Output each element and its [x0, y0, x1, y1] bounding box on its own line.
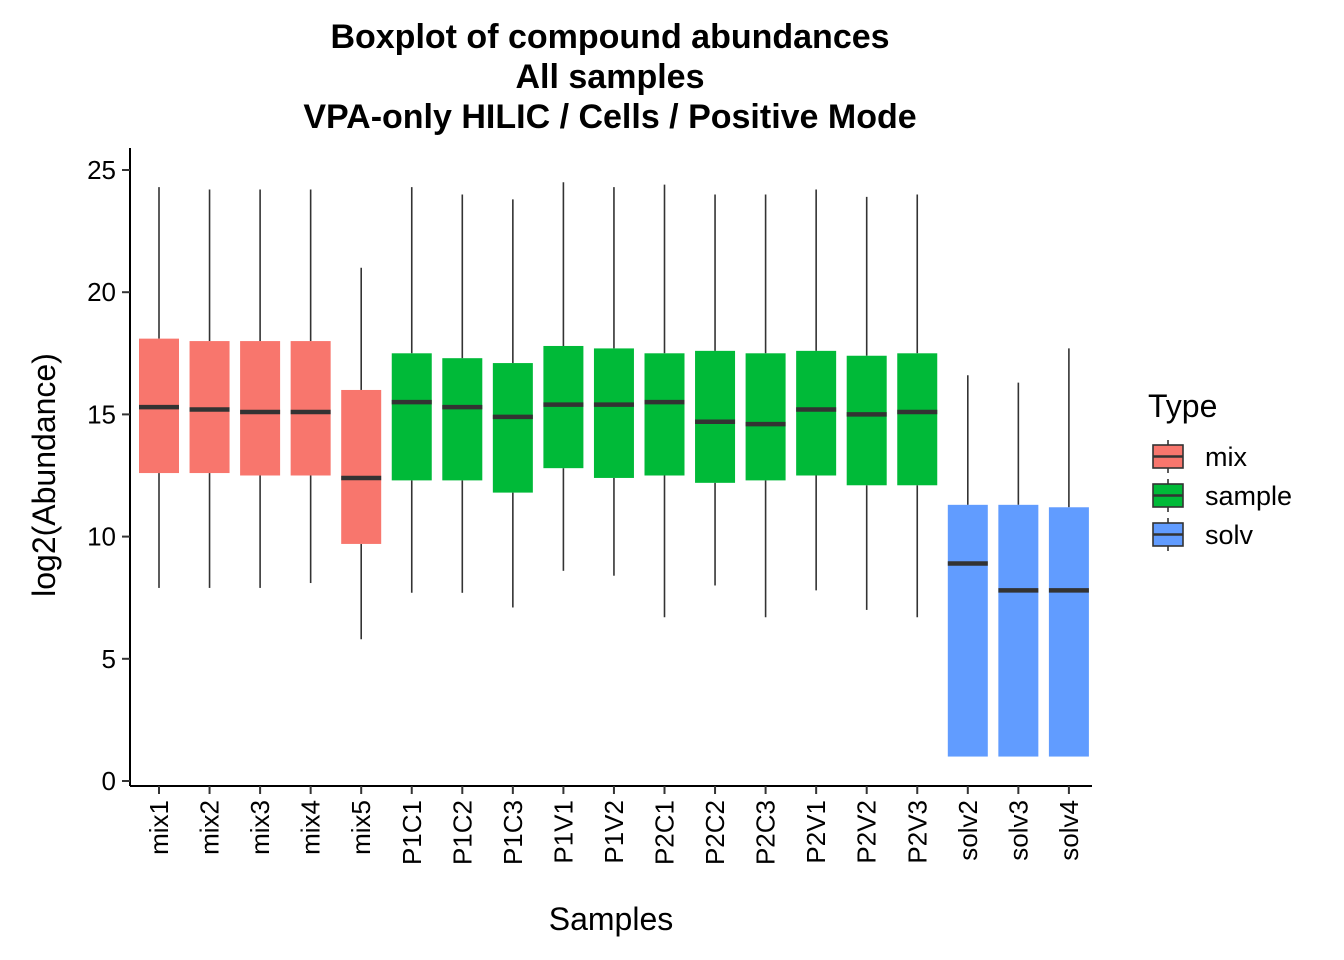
y-tick-label: 10 — [87, 522, 116, 552]
title-line-1: Boxplot of compound abundances — [330, 18, 889, 56]
box-P1C1 — [391, 187, 432, 593]
box-body — [745, 353, 786, 481]
box-body — [644, 353, 685, 476]
legend: Type mix sample solv — [1148, 388, 1292, 551]
box-P2C2 — [695, 194, 736, 586]
box-P2C1 — [644, 184, 685, 618]
legend-title: Type — [1148, 388, 1217, 424]
y-axis-title: log2(Abundance) — [26, 353, 62, 597]
x-tick-label: P2V3 — [902, 800, 932, 864]
box-body — [1048, 507, 1089, 757]
box-body — [695, 350, 736, 483]
box-body — [442, 358, 483, 481]
box-body — [290, 341, 331, 476]
y-tick-label: 20 — [87, 277, 116, 307]
x-tick-label: solv2 — [953, 800, 983, 861]
box-body — [189, 341, 230, 474]
x-tick-label: P2C3 — [751, 800, 781, 865]
x-tick-label: P2V1 — [801, 800, 831, 864]
y-tick-label: 15 — [87, 399, 116, 429]
legend-label: solv — [1205, 520, 1254, 550]
title-line-3: VPA-only HILIC / Cells / Positive Mode — [303, 98, 916, 136]
x-tick-label: P1C3 — [498, 800, 528, 865]
x-tick-label: P2C2 — [700, 800, 730, 865]
x-tick-label: P1C2 — [447, 800, 477, 865]
x-tick-label: mix4 — [296, 800, 326, 855]
box-solv2 — [947, 375, 988, 757]
box-mix4 — [290, 189, 331, 584]
legend-item-mix: mix — [1152, 440, 1247, 473]
box-solv3 — [998, 382, 1039, 757]
x-tick-label: mix2 — [195, 800, 225, 855]
legend-label: mix — [1205, 442, 1247, 472]
box-solv4 — [1048, 348, 1089, 757]
x-tick-label: mix1 — [144, 800, 174, 855]
box-body — [796, 350, 837, 476]
box-body — [543, 345, 584, 469]
y-tick-label: 5 — [102, 644, 116, 674]
box-P2V2 — [846, 196, 887, 610]
chart-title: Boxplot of compound abundances All sampl… — [303, 18, 916, 136]
legend-item-solv: solv — [1152, 518, 1254, 551]
box-P2V1 — [796, 189, 837, 591]
box-P1V1 — [543, 182, 584, 571]
box-P1V2 — [593, 187, 634, 576]
x-tick-label: P2C1 — [650, 800, 680, 865]
x-tick-label: solv3 — [1003, 800, 1033, 861]
box-body — [240, 341, 281, 476]
box-mix5 — [341, 267, 382, 640]
box-body — [846, 355, 887, 486]
x-tick-label: P1V1 — [548, 800, 578, 864]
x-tick-label: P1C1 — [397, 800, 427, 865]
box-body — [492, 363, 533, 493]
box-P1C3 — [492, 199, 533, 608]
legend-item-sample: sample — [1152, 479, 1292, 512]
box-body — [998, 504, 1039, 757]
box-P1C2 — [442, 194, 483, 593]
box-P2V3 — [897, 194, 938, 618]
axes-layer: 0 5 10 15 20 25 mix1 mix2 mix3 mix4 mix5 P1C1 P1C2 P1… — [87, 148, 1092, 865]
legend-label: sample — [1205, 481, 1292, 511]
box-body — [897, 353, 938, 486]
box-body — [391, 353, 432, 481]
x-tick-label: P1V2 — [599, 800, 629, 864]
y-tick-label: 0 — [102, 766, 116, 796]
boxes-layer — [139, 182, 1089, 757]
y-tick-label: 25 — [87, 155, 116, 185]
x-tick-label: mix5 — [346, 800, 376, 855]
title-line-2: All samples — [516, 58, 705, 96]
box-body — [593, 348, 634, 478]
box-P2C3 — [745, 194, 786, 618]
x-tick-label: mix3 — [245, 800, 275, 855]
box-body — [341, 389, 382, 544]
x-axis-title: Samples — [549, 901, 674, 937]
box-mix3 — [240, 189, 281, 588]
x-tick-label: solv4 — [1054, 800, 1084, 861]
box-mix1 — [139, 187, 179, 588]
box-body — [947, 504, 988, 757]
x-tick-label: P2V2 — [852, 800, 882, 864]
box-mix2 — [189, 189, 230, 588]
